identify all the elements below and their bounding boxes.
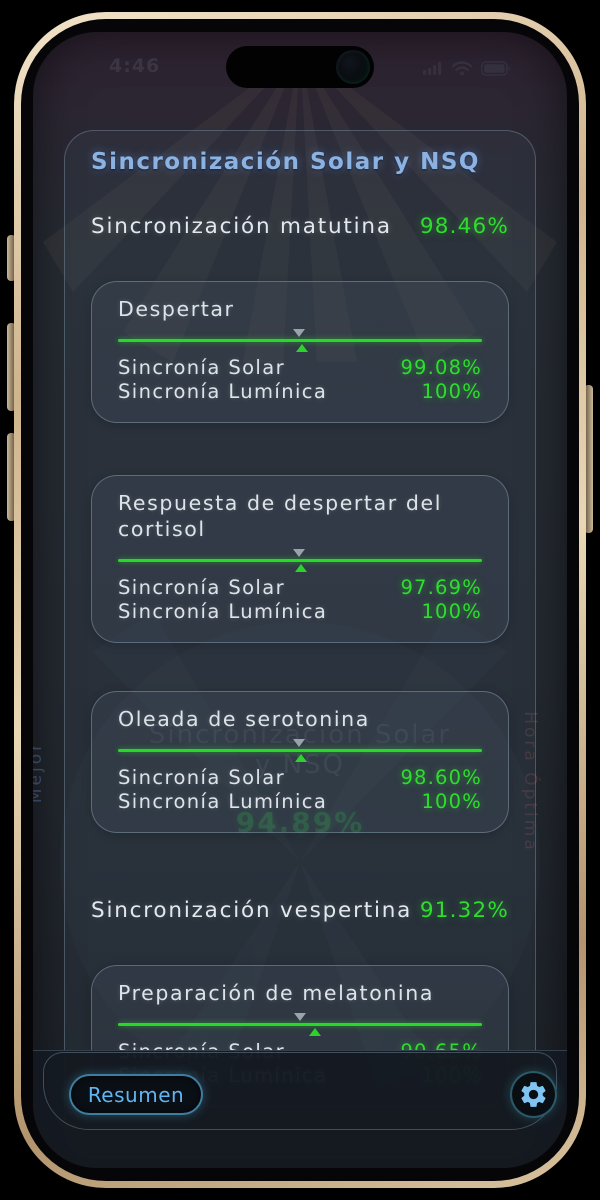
wifi-icon [451, 61, 473, 76]
section-value: 91.32% [419, 898, 509, 923]
slider-line [118, 749, 482, 752]
status-icons [423, 60, 511, 76]
gear-icon [521, 1082, 546, 1107]
toolbar-outline: Resumen [43, 1052, 557, 1130]
volume-up-button[interactable] [7, 323, 16, 411]
power-button[interactable] [584, 385, 593, 533]
metric-row: Sincronía Solar 99.08% [118, 356, 482, 380]
metric-value: 100% [421, 600, 482, 623]
metric-value: 98.60% [400, 766, 482, 789]
metric-label: Sincronía Solar [118, 356, 286, 379]
section-value: 98.46% [419, 214, 509, 239]
metric-row: Sincronía Lumínica 100% [118, 600, 482, 624]
metric-card-cortisol: Respuesta de despertar del cortisol Sinc… [91, 475, 509, 643]
side-label-mejor: Mejor [33, 740, 47, 804]
metric-label: Sincronía Solar [118, 766, 286, 789]
triangle-up-icon [296, 344, 309, 352]
metric-card-despertar: Despertar Sincronía Solar 99.08% Sincron… [91, 281, 509, 423]
section-header-morning: Sincronización matutina 98.46% [91, 213, 509, 241]
section-header-evening: Sincronización vespertina 91.32% [91, 897, 509, 925]
front-camera-icon [336, 50, 370, 84]
card-title: Respuesta de despertar del cortisol [118, 491, 442, 541]
action-button[interactable] [7, 235, 16, 281]
sync-slider [118, 1010, 482, 1040]
metric-row: Sincronía Solar 97.69% [118, 576, 482, 600]
metric-label: Sincronía Solar [118, 576, 286, 599]
slider-line [118, 1023, 482, 1026]
sync-slider [118, 546, 482, 576]
metric-value: 100% [421, 790, 482, 813]
settings-button[interactable] [510, 1071, 557, 1118]
battery-icon [481, 60, 510, 76]
phone-bezel: Sincronización Solar y NSQ 94.89% Mejor … [21, 19, 579, 1181]
sync-slider [118, 326, 482, 356]
sync-slider [118, 736, 482, 766]
dynamic-island [226, 46, 374, 88]
cellular-signal-icon [423, 62, 442, 75]
card-title: Despertar [118, 297, 235, 321]
triangle-down-icon [292, 549, 305, 557]
metric-label: Sincronía Lumínica [118, 380, 328, 403]
summary-button[interactable]: Resumen [69, 1074, 203, 1115]
triangle-down-icon [292, 739, 305, 747]
metric-value: 100% [421, 380, 482, 403]
ghost-title: Sincronización Solar y NSQ 94.89% [33, 720, 567, 839]
triangle-up-icon [309, 1028, 322, 1036]
slider-line [118, 559, 482, 562]
metric-row: Sincronía Solar 98.60% [118, 766, 482, 790]
phone-screen: Sincronización Solar y NSQ 94.89% Mejor … [33, 32, 567, 1168]
metric-row: Sincronía Lumínica 100% [118, 380, 482, 404]
metric-row: Sincronía Lumínica 100% [118, 790, 482, 814]
triangle-up-icon [295, 564, 308, 572]
triangle-up-icon [295, 754, 308, 762]
slider-line [118, 339, 482, 342]
triangle-down-icon [292, 329, 305, 337]
ghost-value: 94.89% [235, 806, 365, 839]
section-label: Sincronización matutina [91, 214, 392, 239]
volume-down-button[interactable] [7, 433, 16, 521]
metric-value: 99.08% [400, 356, 482, 379]
metric-label: Sincronía Lumínica [118, 600, 328, 623]
triangle-down-icon [294, 1013, 306, 1021]
metric-value: 97.69% [400, 576, 482, 599]
phone-frame: Sincronización Solar y NSQ 94.89% Mejor … [14, 12, 586, 1188]
card-title: Preparación de melatonina [118, 981, 434, 1005]
metric-label: Sincronía Lumínica [118, 790, 328, 813]
metric-card-serotonina: Oleada de serotonina Sincronía Solar 98.… [91, 691, 509, 833]
card-title: Oleada de serotonina [118, 707, 370, 731]
content-scroll-area[interactable]: Sincronización Solar y NSQ Sincronizació… [64, 130, 536, 1158]
page-title: Sincronización Solar y NSQ [91, 149, 480, 175]
section-label: Sincronización vespertina [91, 898, 413, 923]
status-time: 4:46 [109, 55, 161, 77]
bottom-toolbar: Resumen [33, 1050, 567, 1168]
